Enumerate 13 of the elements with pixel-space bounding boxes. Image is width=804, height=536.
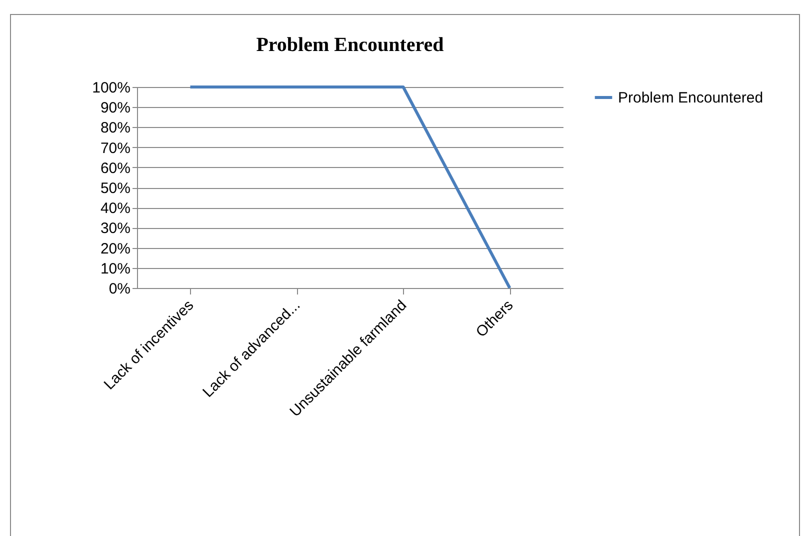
legend-label: Problem Encountered	[618, 90, 764, 106]
chart-title: Problem Encountered	[256, 34, 444, 56]
y-tick-label: 20%	[100, 240, 130, 258]
y-tick-label: 10%	[100, 260, 130, 278]
y-tick-label: 30%	[100, 220, 130, 238]
y-tick-label: 70%	[100, 140, 130, 157]
y-tick-label: 60%	[100, 160, 130, 177]
y-tick-label: 40%	[100, 200, 130, 218]
y-tick-label: 50%	[100, 180, 130, 197]
y-tick-label: 80%	[100, 120, 130, 137]
y-tick-label: 0%	[108, 280, 130, 298]
y-tick-label: 100%	[92, 80, 130, 96]
y-tick-label: 90%	[100, 100, 130, 117]
